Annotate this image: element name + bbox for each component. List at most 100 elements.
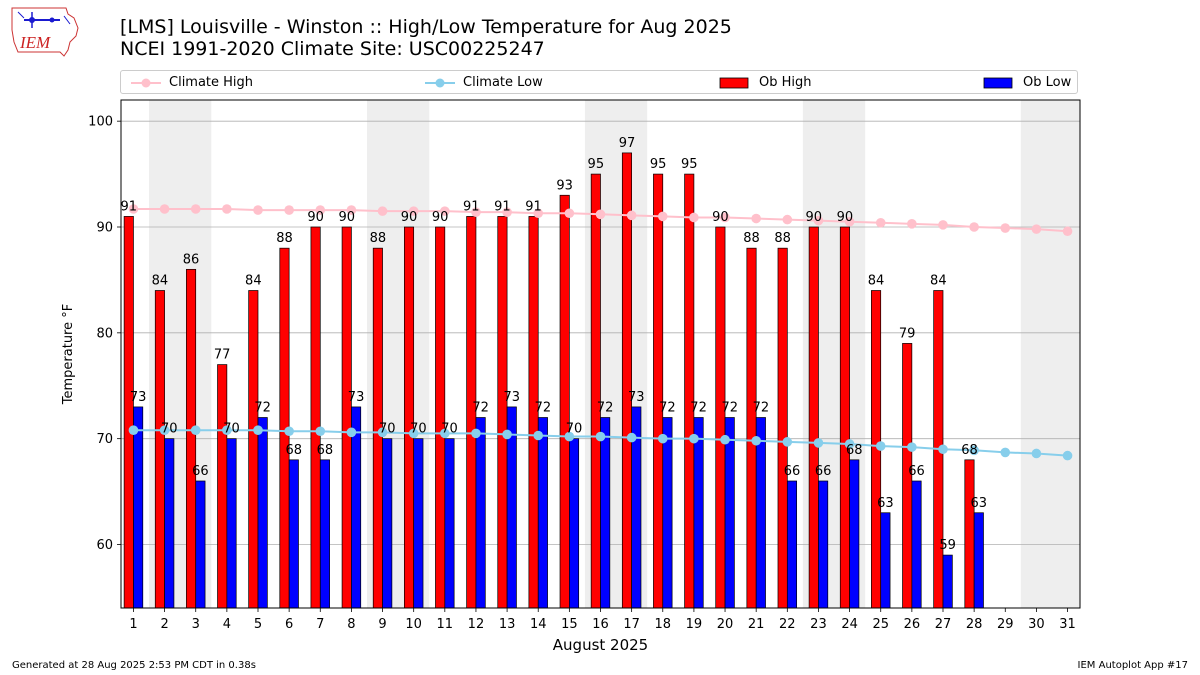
title-line-2: NCEI 1991-2020 Climate Site: USC00225247: [120, 38, 545, 60]
ob-high-label: 91: [525, 199, 542, 214]
ob-high-bar: [559, 194, 570, 609]
climate-high-point: [284, 205, 294, 215]
ob-low-label: 70: [441, 422, 458, 437]
ob-high-label: 95: [650, 157, 667, 172]
ob-low-label: 72: [690, 401, 707, 416]
ob-low-bar: [475, 417, 486, 609]
x-tick-label: 24: [841, 617, 858, 632]
ob-high-label: 90: [837, 210, 854, 225]
ob-low-bar: [382, 438, 393, 609]
x-tick-label: 16: [592, 617, 609, 632]
ob-low-label: 73: [130, 390, 147, 405]
ob-high-label: 68: [961, 443, 978, 458]
x-tick-label: 14: [530, 617, 547, 632]
ob-high-bar: [341, 226, 352, 609]
x-tick-label: 7: [316, 617, 324, 632]
climate-high-point: [938, 220, 948, 230]
ob-high-bar: [746, 247, 757, 609]
climate-low-point: [907, 442, 917, 452]
climate-high-point: [875, 217, 886, 228]
ob-low-label: 70: [379, 422, 396, 437]
x-tick-label: 4: [223, 617, 231, 632]
ob-high-bar: [217, 364, 228, 609]
climate-low-point: [222, 425, 232, 436]
ob-high-bar: [590, 173, 601, 609]
title-line-1: [LMS] Louisville - Winston :: High/Low T…: [120, 16, 732, 38]
climate-high-point: [222, 204, 232, 214]
climate-low-point: [938, 444, 948, 455]
climate-high-point: [502, 207, 512, 217]
climate-low-point: [284, 426, 294, 437]
climate-low-point: [564, 431, 575, 442]
ob-low-label: 72: [472, 401, 489, 416]
climate-low-point: [1000, 447, 1011, 458]
ob-high-label: 84: [930, 274, 947, 289]
x-tick-label: 1: [129, 617, 137, 632]
ob-low-bar: [257, 417, 268, 609]
ob-low-label: 66: [192, 464, 209, 479]
y-tick-label: 90: [96, 221, 113, 236]
x-tick-label: 11: [437, 617, 454, 632]
climate-low-point: [408, 428, 419, 439]
x-axis-label: August 2025: [553, 636, 648, 654]
climate-high-point: [1031, 224, 1042, 234]
x-tick-label: 27: [935, 617, 952, 632]
ob-low-label: 70: [161, 422, 178, 437]
y-tick-label: 100: [88, 115, 113, 130]
climate-low-swatch: [425, 78, 455, 88]
x-tick-label: 2: [160, 617, 168, 632]
ob-low-bar: [413, 438, 424, 609]
climate-low-point: [128, 425, 139, 436]
y-axis-label: Temperature °F: [61, 304, 76, 405]
climate-high-point: [969, 222, 979, 232]
ob-low-bar: [444, 438, 455, 609]
ob-high-label: 95: [588, 157, 605, 172]
ob-high-label: 90: [401, 210, 418, 225]
x-tick-label: 18: [654, 617, 671, 632]
climate-low-point: [844, 439, 855, 449]
x-tick-label: 29: [997, 617, 1014, 632]
ob-low-label: 72: [254, 401, 271, 416]
legend-ob-high-label: Ob High: [759, 75, 812, 90]
climate-high-point: [128, 204, 139, 214]
ob-high-label: 88: [276, 231, 293, 246]
climate-low-point: [377, 427, 388, 438]
ob-low-bar: [880, 512, 891, 609]
climate-low-point: [1031, 448, 1042, 459]
climate-low-point: [657, 433, 668, 444]
x-tick-label: 23: [810, 617, 827, 632]
ob-low-bar: [724, 417, 735, 609]
x-tick-label: 12: [468, 617, 485, 632]
ob-high-bar: [808, 226, 819, 609]
ob-low-label: 73: [628, 390, 645, 405]
climate-low-point: [502, 429, 512, 440]
ob-high-label: 90: [712, 210, 729, 225]
climate-low-point: [190, 425, 201, 436]
ob-low-bar: [662, 417, 673, 609]
climate-low-point: [969, 445, 979, 456]
ob-high-bar: [777, 247, 788, 609]
ob-high-bar: [653, 173, 664, 609]
ob-low-label: 70: [566, 422, 583, 437]
ob-high-label: 90: [432, 210, 449, 225]
ob-high-bar: [497, 216, 508, 609]
y-tick-label: 70: [96, 432, 113, 447]
climate-low-point: [626, 432, 637, 443]
ob-low-label: 72: [721, 401, 738, 416]
ob-high-label: 91: [463, 199, 480, 214]
climate-high-point: [907, 219, 917, 229]
ob-high-bar: [123, 216, 134, 609]
generated-timestamp: Generated at 28 Aug 2025 2:53 PM CDT in …: [12, 660, 256, 671]
climate-high-point: [720, 212, 730, 223]
x-tick-label: 10: [405, 617, 422, 632]
ob-low-label: 70: [410, 422, 427, 437]
ob-high-label: 88: [774, 231, 791, 246]
climate-low-point: [533, 430, 544, 441]
ob-high-label: 77: [214, 348, 231, 363]
legend-climate-high: Climate High: [127, 74, 287, 92]
ob-high-label: 88: [743, 231, 760, 246]
ob-high-bar: [435, 226, 446, 609]
ob-low-label: 68: [846, 443, 863, 458]
x-tick-label: 22: [779, 617, 796, 632]
